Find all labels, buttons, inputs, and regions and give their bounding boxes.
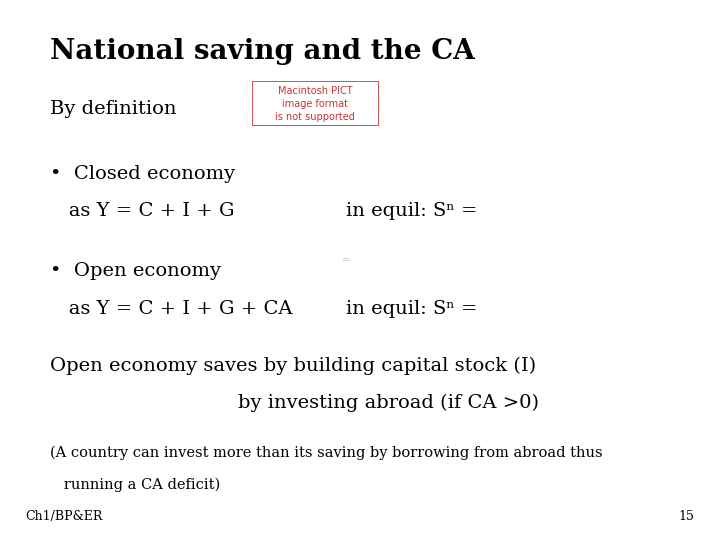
- Text: running a CA deficit): running a CA deficit): [50, 478, 220, 492]
- FancyBboxPatch shape: [252, 81, 378, 125]
- Text: Macintosh PICT: Macintosh PICT: [278, 86, 352, 96]
- Text: as Y = C + I + G: as Y = C + I + G: [50, 202, 235, 220]
- Text: image format: image format: [282, 99, 348, 109]
- Text: Ch1/BP&ER: Ch1/BP&ER: [25, 510, 102, 523]
- Text: (A country can invest more than its saving by borrowing from abroad thus: (A country can invest more than its savi…: [50, 446, 603, 460]
- Text: 15: 15: [679, 510, 695, 523]
- Text: in equil: Sⁿ =: in equil: Sⁿ =: [346, 202, 477, 220]
- Text: in equil: Sⁿ =: in equil: Sⁿ =: [346, 300, 477, 318]
- Text: as Y = C + I + G + CA: as Y = C + I + G + CA: [50, 300, 293, 318]
- Text: •  Open economy: • Open economy: [50, 262, 222, 280]
- Text: National saving and the CA: National saving and the CA: [50, 38, 475, 65]
- Text: By definition: By definition: [50, 100, 177, 118]
- Text: =: =: [342, 256, 350, 266]
- Text: Open economy saves by building capital stock (I): Open economy saves by building capital s…: [50, 356, 536, 375]
- Text: by investing abroad (if CA >0): by investing abroad (if CA >0): [238, 394, 539, 413]
- Text: •  Closed economy: • Closed economy: [50, 165, 235, 183]
- Text: is not supported: is not supported: [275, 112, 355, 122]
